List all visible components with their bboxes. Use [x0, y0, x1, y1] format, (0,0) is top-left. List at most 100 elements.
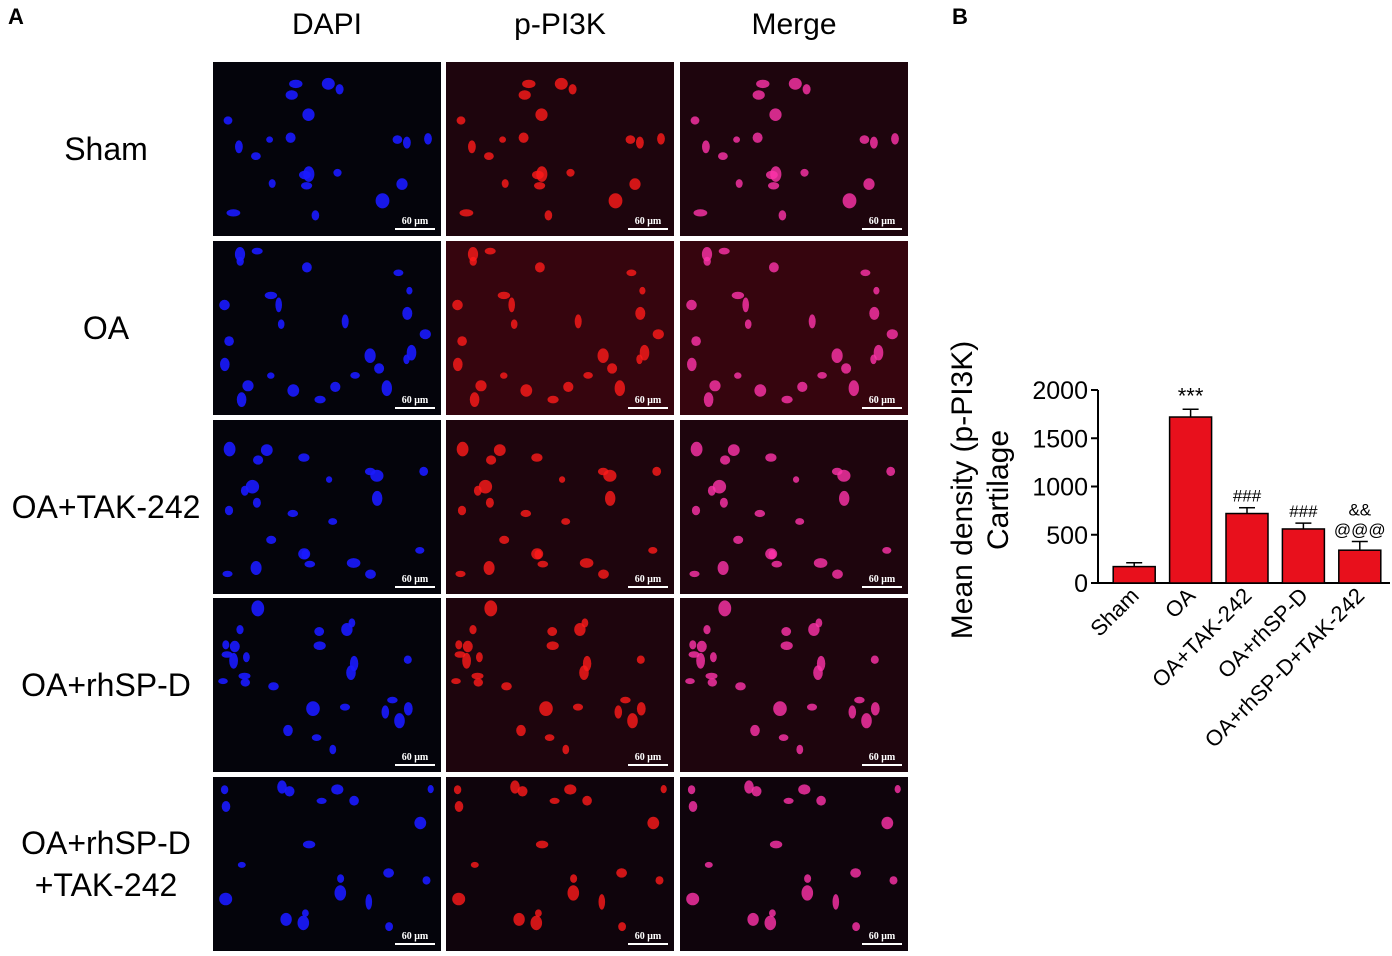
tissue-background: [680, 420, 908, 594]
nucleus: [537, 560, 549, 568]
bar: [1112, 565, 1156, 584]
scale-bar: 60 μm: [628, 216, 668, 230]
micrograph-merge: 60 μm: [680, 62, 908, 236]
nuclei-layer: [446, 777, 674, 951]
nucleus: [813, 558, 828, 568]
nucleus: [341, 314, 349, 329]
nucleus: [224, 505, 234, 516]
nuclei-layer: [446, 420, 674, 594]
scale-bar-line: [395, 943, 435, 945]
nucleus: [313, 641, 326, 650]
nucleus: [531, 548, 544, 560]
nucleus: [689, 570, 700, 578]
nucleus: [454, 651, 466, 658]
nucleus: [302, 262, 312, 273]
nucleus: [639, 286, 646, 295]
nucleus: [234, 247, 246, 262]
nucleus: [365, 894, 373, 910]
nucleus: [337, 874, 345, 883]
nuclei-layer: [680, 62, 908, 236]
scale-bar-line: [862, 764, 902, 766]
nucleus: [484, 600, 498, 617]
y-tick-label: 1500: [1032, 425, 1088, 453]
nucleus: [372, 490, 383, 506]
nucleus: [889, 876, 898, 885]
nucleus: [520, 509, 532, 518]
nucleus: [773, 701, 787, 716]
nucleus: [850, 868, 861, 878]
nucleus: [221, 801, 231, 812]
nucleus: [394, 713, 405, 729]
nucleus: [311, 734, 322, 741]
nucleus: [691, 505, 701, 516]
nucleus: [873, 286, 880, 295]
nucleus: [655, 876, 664, 885]
y-tick-label: 0: [1074, 570, 1088, 598]
micrograph-dapi: 60 μm: [213, 777, 441, 951]
scale-bar-line: [628, 228, 668, 230]
nucleus: [299, 170, 311, 180]
nucleus: [765, 453, 777, 462]
nucleus: [510, 780, 520, 794]
nucleus: [264, 291, 278, 300]
nucleus: [478, 479, 493, 494]
nucleus: [364, 467, 376, 476]
nucleus: [456, 116, 466, 125]
nucleus: [804, 874, 812, 883]
micrograph-dapi: 60 μm: [213, 241, 441, 415]
nucleus: [544, 734, 555, 741]
nucleus: [467, 247, 479, 262]
scale-bar: 60 μm: [628, 574, 668, 588]
nucleus: [403, 354, 410, 365]
nucleus: [881, 816, 894, 830]
nucleus: [275, 297, 282, 313]
nucleus: [635, 306, 646, 320]
nucleus: [298, 548, 311, 560]
nucleus: [742, 297, 749, 313]
nucleus: [530, 915, 543, 931]
scale-bar-line: [628, 764, 668, 766]
nucleus: [532, 170, 544, 180]
nucleus: [517, 786, 528, 797]
nucleus: [693, 209, 708, 217]
nucleus: [626, 269, 637, 277]
nucleus: [687, 785, 696, 795]
nucleus: [266, 535, 277, 544]
nucleus: [768, 182, 780, 190]
nucleus: [687, 357, 697, 372]
nucleus: [285, 90, 298, 100]
nucleus: [335, 84, 344, 95]
nucleus: [518, 90, 531, 100]
nuclei-layer: [446, 598, 674, 772]
micrograph-pi3k: 60 μm: [446, 420, 674, 594]
nucleus: [764, 915, 777, 931]
nucleus: [501, 179, 509, 188]
nucleus: [508, 297, 515, 313]
scale-bar-line: [628, 943, 668, 945]
scale-bar: 60 μm: [628, 931, 668, 945]
nucleus: [769, 108, 782, 121]
nucleus: [252, 497, 261, 508]
scale-bar-label: 60 μm: [401, 395, 429, 406]
nucleus: [340, 703, 350, 711]
significance-label: ###: [1233, 487, 1262, 506]
nucleus: [330, 381, 341, 392]
scale-bar-label: 60 μm: [868, 216, 896, 227]
scale-bar-label: 60 μm: [634, 574, 662, 585]
nucleus: [406, 286, 413, 295]
nucleus: [801, 885, 814, 901]
nucleus: [453, 357, 463, 372]
nucleus: [510, 319, 518, 329]
column-header-merge: Merge: [751, 8, 837, 41]
micrograph-pi3k: 60 μm: [446, 598, 674, 772]
nucleus: [486, 455, 497, 465]
nucleus: [321, 77, 335, 90]
nucleus: [455, 640, 463, 650]
nucleus: [349, 795, 359, 806]
nucleus: [302, 840, 316, 849]
nucleus: [703, 625, 711, 635]
nucleus: [403, 702, 413, 716]
nucleus: [462, 640, 473, 653]
scale-bar-label: 60 μm: [401, 216, 429, 227]
nucleus: [289, 79, 303, 89]
